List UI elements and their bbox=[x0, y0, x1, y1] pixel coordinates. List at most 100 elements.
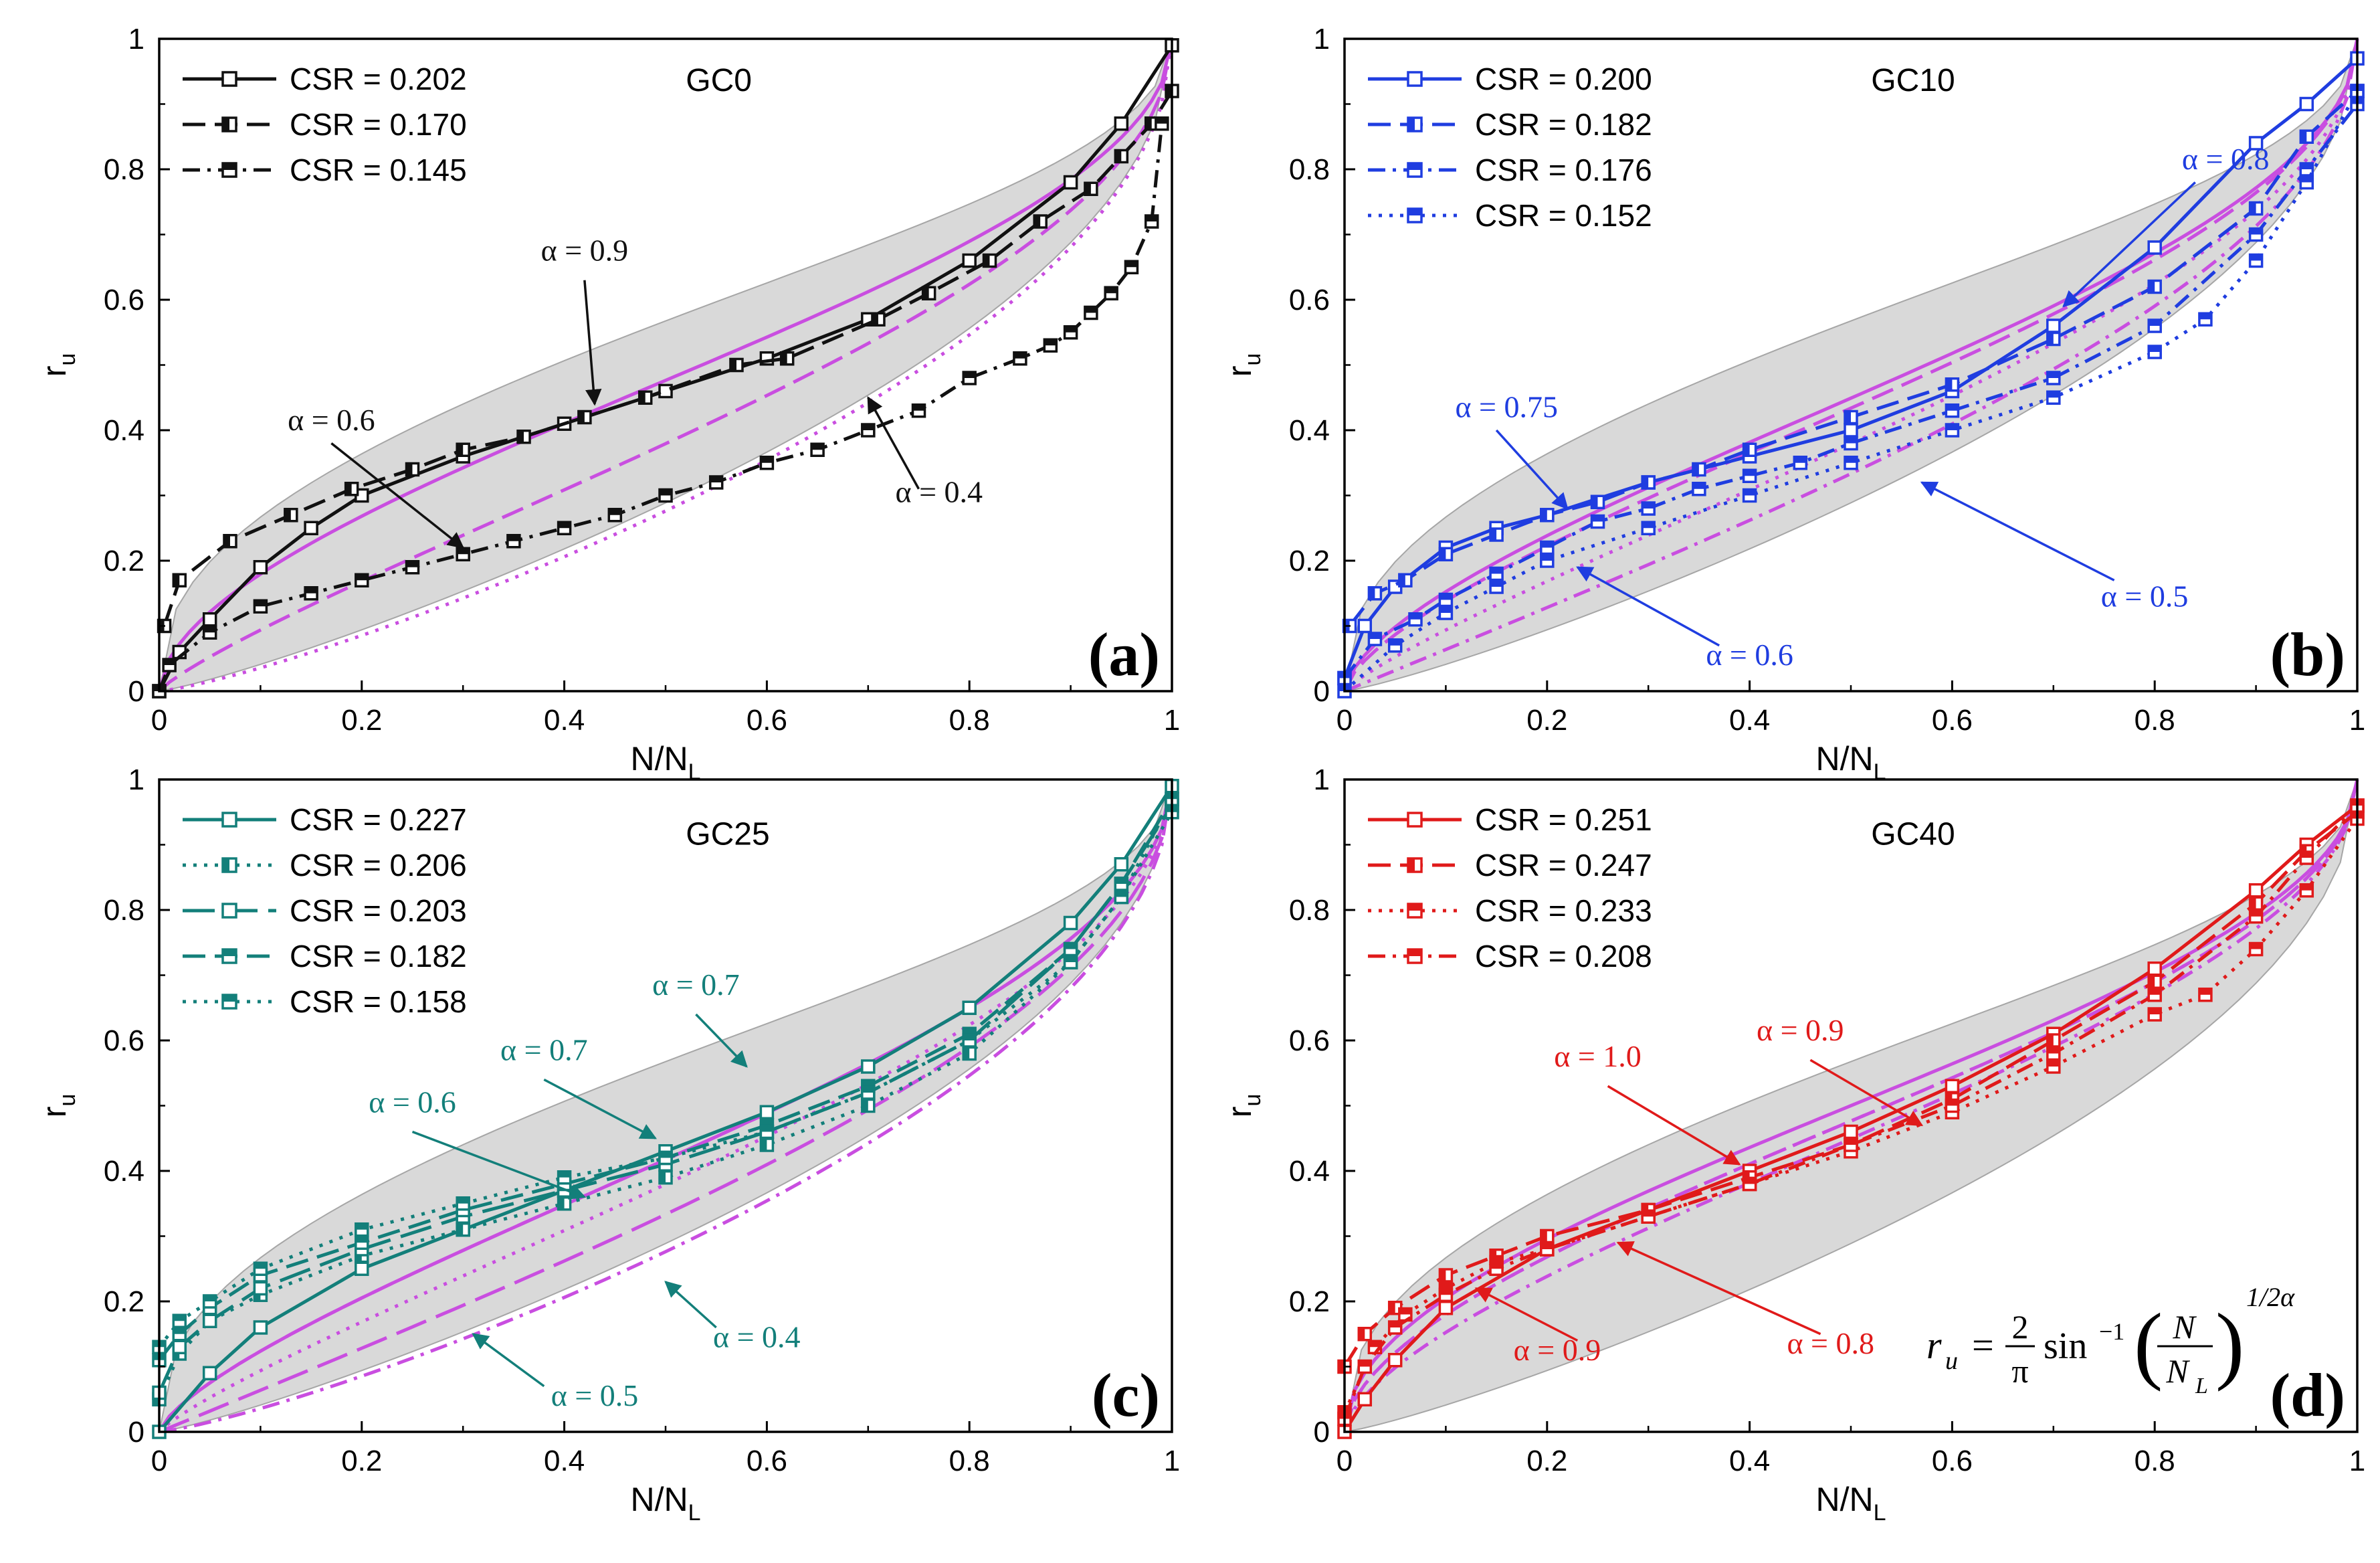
formula-lhs-sub: u bbox=[1945, 1347, 1958, 1375]
data-point-fill bbox=[1044, 339, 1057, 346]
annotation-arrow bbox=[543, 1078, 658, 1139]
alpha-annotation: α = 0.5 bbox=[551, 1378, 639, 1412]
panel-gc25: 0 0.2 0.4 0.6 0.8 100.20.40.60.81N/NLruGC25(c… bbox=[35, 763, 1180, 1526]
data-point-fill bbox=[1845, 437, 1857, 444]
data-point-fill bbox=[2149, 988, 2161, 995]
alpha-annotation: α = 0.8 bbox=[2182, 142, 2270, 176]
alpha-annotation: α = 0.6 bbox=[288, 403, 375, 437]
data-point-fill bbox=[1541, 1243, 1553, 1249]
alpha-annotation: α = 0.75 bbox=[1455, 390, 1558, 424]
x-tick-label: 0.2 bbox=[341, 704, 382, 737]
data-point-fill bbox=[355, 1236, 368, 1243]
formula-inverse: −1 bbox=[2099, 1318, 2124, 1345]
data-point-fill bbox=[1743, 1178, 1756, 1184]
data-point-fill bbox=[1064, 943, 1077, 949]
model-curve-alpha-0_9 bbox=[1343, 779, 2359, 1433]
alpha-annotation: α = 0.7 bbox=[500, 1032, 588, 1067]
data-point-fill bbox=[660, 489, 672, 496]
data-point bbox=[355, 1261, 369, 1276]
data-point-fill bbox=[578, 411, 585, 424]
data-point-fill bbox=[457, 548, 470, 555]
annotation-arrow bbox=[411, 1130, 587, 1200]
model-curve-alpha-0_5 bbox=[159, 779, 1174, 1434]
x-axis-title: N/NL bbox=[630, 1481, 700, 1526]
data-point-fill bbox=[2047, 372, 2060, 378]
data-point-fill bbox=[1155, 117, 1168, 124]
data-point-fill bbox=[2149, 346, 2161, 352]
alpha-annotation: α = 1.0 bbox=[1554, 1039, 1642, 1073]
data-point bbox=[1844, 1124, 1858, 1139]
series-line-3 bbox=[1343, 102, 2359, 680]
legend-marker-fill bbox=[1408, 209, 1421, 215]
legend-label: CSR = 0.227 bbox=[290, 802, 467, 837]
data-point-fill bbox=[2149, 320, 2161, 326]
legend-marker-fill bbox=[1408, 163, 1421, 170]
data-point-fill bbox=[1115, 150, 1122, 163]
legend-marker bbox=[221, 812, 237, 828]
y-tick-label: 0.2 bbox=[1289, 545, 1330, 577]
data-point bbox=[2147, 961, 2162, 976]
y-axis-title-main: r bbox=[1221, 1107, 1258, 1118]
data-point-fill bbox=[1125, 261, 1138, 268]
x-axis-title: N/NL bbox=[1815, 740, 1886, 785]
panel-gc10: 0 0.2 0.4 0.6 0.8 100.20.40.60.81N/NLruGC10(b… bbox=[1221, 23, 2365, 785]
annotation-arrow bbox=[1607, 1085, 1741, 1166]
legend: CSR = 0.227 CSR = 0.206 CSR = 0.203 CSR = 0… bbox=[183, 802, 467, 1019]
data-point-fill bbox=[1845, 1139, 1857, 1145]
data-point bbox=[1063, 915, 1078, 931]
data-point bbox=[1357, 1392, 1373, 1406]
legend-label: CSR = 0.200 bbox=[1475, 62, 1652, 96]
data-point-fill bbox=[355, 574, 368, 581]
group-label: GC0 bbox=[686, 63, 752, 98]
data-point-fill bbox=[1389, 1301, 1395, 1314]
data-point bbox=[253, 1320, 268, 1335]
data-point-fill bbox=[710, 476, 722, 482]
x-tick-label: 0.4 bbox=[544, 704, 585, 737]
data-point-fill bbox=[173, 574, 180, 587]
panel-gc40: 0 0.2 0.4 0.6 0.8 100.20.40.60.81N/NLruGC40(d… bbox=[1221, 763, 2365, 1526]
data-point-fill bbox=[761, 1139, 767, 1151]
data-point-fill bbox=[609, 509, 621, 515]
data-point-fill bbox=[1369, 633, 1381, 639]
annotation-arrow bbox=[664, 1281, 717, 1329]
annotation-arrow bbox=[2062, 181, 2196, 308]
data-point-fill bbox=[1541, 555, 1553, 561]
y-axis-title-main: r bbox=[35, 366, 73, 377]
data-point-fill bbox=[761, 1119, 773, 1125]
data-point-fill bbox=[922, 287, 929, 300]
model-curve-alpha-0_6 bbox=[1343, 38, 2359, 693]
data-point-fill bbox=[457, 1223, 464, 1236]
data-point bbox=[202, 612, 217, 627]
x-axis-title-sub: L bbox=[688, 1500, 701, 1526]
formula-eq: = bbox=[1972, 1323, 1994, 1367]
data-point-fill bbox=[1541, 541, 1553, 548]
annotation-arrow bbox=[472, 1333, 545, 1388]
formula-paren-open: ( bbox=[2134, 1296, 2163, 1392]
y-axis-title-main: r bbox=[1221, 366, 1258, 377]
data-point-fill bbox=[507, 535, 520, 541]
x-tick-label: 0.8 bbox=[949, 704, 990, 737]
x-tick-label: 1 bbox=[1164, 1445, 1180, 1477]
data-point-fill bbox=[2047, 1061, 2060, 1067]
data-point-fill bbox=[1115, 878, 1128, 884]
data-point-fill bbox=[305, 587, 318, 593]
panel-tag: (a) bbox=[1088, 620, 1160, 688]
data-point bbox=[1114, 116, 1129, 131]
data-point-fill bbox=[1399, 574, 1405, 587]
data-point-fill bbox=[1591, 496, 1598, 509]
data-point-fill bbox=[2300, 884, 2313, 891]
data-point-fill bbox=[558, 1197, 565, 1210]
data-point-fill bbox=[2300, 163, 2313, 169]
data-point-fill bbox=[1084, 306, 1097, 313]
data-point-fill bbox=[1642, 1210, 1655, 1217]
data-point-fill bbox=[1440, 607, 1452, 613]
legend-marker-fill bbox=[223, 163, 236, 170]
data-point-fill bbox=[1409, 613, 1421, 620]
alpha-annotation: α = 0.6 bbox=[1706, 638, 1793, 672]
legend-marker-fill bbox=[1408, 904, 1421, 911]
data-point-fill bbox=[2250, 202, 2256, 215]
y-tick-label: 0.2 bbox=[104, 1285, 144, 1318]
data-point-fill bbox=[1490, 581, 1503, 587]
x-tick-label: 0.8 bbox=[2135, 1445, 2175, 1477]
alpha-annotation: α = 0.8 bbox=[1787, 1326, 1874, 1360]
